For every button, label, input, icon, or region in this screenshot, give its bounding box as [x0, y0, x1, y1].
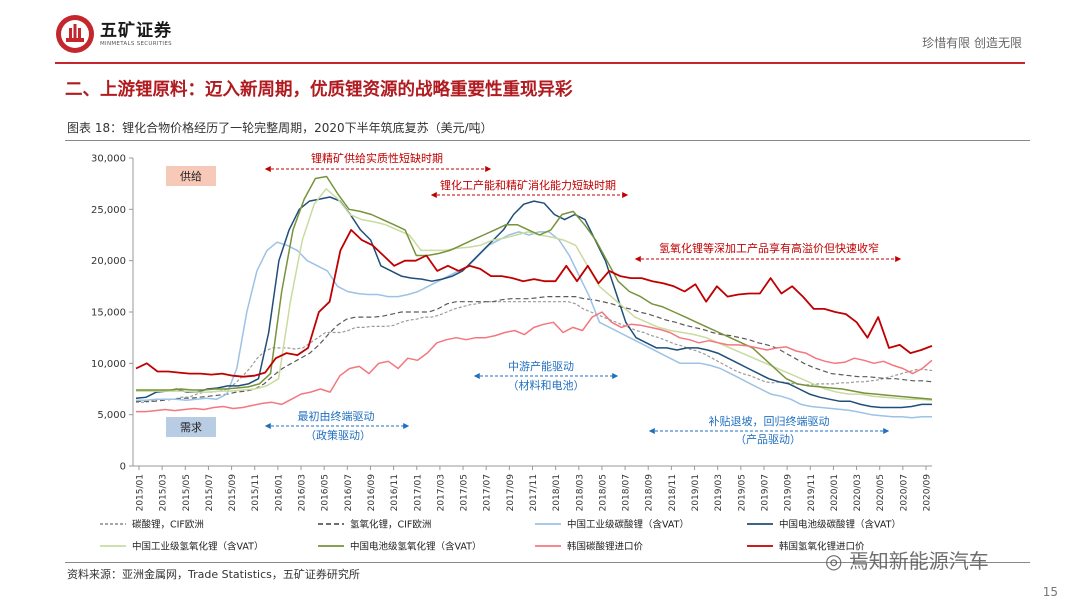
series-line-6 — [136, 175, 933, 401]
demand-annotation-1-line2: （政策驱动） — [305, 428, 371, 442]
legend-label-6: 中国电池级氢氧化锂（含VAT） — [350, 541, 481, 553]
y-tick-label: 15,000 — [91, 308, 126, 319]
x-tick-label: 2015/01 — [136, 474, 146, 511]
legend-label-4: 中国电池级碳酸锂（含VAT） — [779, 519, 901, 531]
logo-name: 五矿证券 — [100, 21, 172, 41]
y-tick-label: 25,000 — [91, 205, 126, 216]
series-line-5 — [136, 188, 933, 402]
supply-annotation-3: 氢氧化锂等深加工产品享有高溢价但快速收窄 — [659, 241, 879, 255]
figure-title: 图表 18：锂化合物价格经历了一轮完整周期，2020下半年筑底复苏（美元/吨） — [67, 121, 493, 135]
x-tick-label: 2019/03 — [714, 474, 724, 511]
x-tick-label: 2019/01 — [691, 474, 701, 511]
x-tick-label: 2015/03 — [159, 474, 169, 511]
x-tick-label: 2017/01 — [413, 474, 423, 511]
page-header: 五矿证券 MINMETALS SECURITIES 珍惜有限 创造无限 — [0, 0, 1080, 64]
x-tick-label: 2015/09 — [228, 474, 238, 512]
x-tick-label: 2017/05 — [460, 474, 470, 511]
supply-annotation-1: 锂精矿供给实质性短缺时期 — [311, 151, 443, 165]
y-tick-label: 0 — [120, 462, 126, 473]
x-tick-label: 2019/05 — [737, 474, 747, 511]
x-tick-label: 2016/03 — [298, 474, 308, 511]
y-tick-label: 30,000 — [91, 154, 126, 165]
watermark-text: 焉知新能源汽车 — [848, 549, 989, 573]
x-tick-label: 2018/07 — [622, 474, 632, 511]
y-tick-label: 20,000 — [91, 256, 126, 267]
watermark: ◎ 焉知新能源汽车 — [825, 545, 989, 574]
x-tick-label: 2018/03 — [575, 474, 585, 511]
x-tick-label: 2016/07 — [344, 474, 354, 511]
x-tick-label: 2020/03 — [853, 474, 863, 511]
figure-title-divider — [65, 140, 1030, 141]
brand-logo: 五矿证券 MINMETALS SECURITIES — [55, 14, 185, 56]
header-divider — [55, 62, 1025, 64]
x-tick-label: 2019/11 — [807, 474, 817, 511]
x-tick-label: 2017/09 — [506, 474, 516, 512]
legend-label-1: 碳酸锂，CIF欧洲 — [132, 519, 204, 531]
demand-annotation-2-line2: （材料和电池） — [508, 378, 585, 392]
legend-label-7: 韩国碳酸锂进口价 — [567, 541, 644, 553]
series-line-8 — [135, 228, 933, 378]
header-slogan: 珍惜有限 创造无限 — [922, 36, 1022, 50]
x-tick-label: 2018/11 — [668, 474, 678, 511]
wechat-icon: ◎ — [825, 549, 843, 573]
x-tick-label: 2016/09 — [367, 474, 377, 512]
x-tick-label: 2020/05 — [876, 474, 886, 511]
supply-annotation-2: 锂化工产能和精矿消化能力短缺时期 — [440, 178, 616, 192]
x-tick-label: 2015/11 — [251, 474, 261, 511]
series-line-7 — [136, 311, 933, 413]
y-tick-label: 5,000 — [97, 410, 126, 421]
series-line-4 — [135, 196, 932, 409]
x-tick-label: 2017/11 — [529, 474, 539, 511]
x-tick-label: 2018/05 — [598, 474, 608, 511]
legend-label-5: 中国工业级氢氧化锂（含VAT） — [132, 541, 263, 553]
x-tick-label: 2020/09 — [923, 474, 933, 512]
x-tick-label: 2018/01 — [552, 474, 562, 511]
demand-box — [166, 417, 216, 437]
demand-annotation-3-line2: （产品驱动） — [735, 432, 801, 446]
demand-annotation-1-line1: 最初由终端驱动 — [298, 409, 375, 423]
x-tick-label: 2019/09 — [784, 474, 794, 512]
page-number: 15 — [1042, 585, 1058, 599]
x-tick-label: 2020/01 — [830, 474, 840, 511]
legend-label-3: 中国工业级碳酸锂（含VAT） — [567, 519, 689, 531]
x-tick-label: 2018/09 — [645, 474, 655, 512]
x-tick-label: 2017/07 — [483, 474, 493, 511]
source-note: 资料来源：亚洲金属网，Trade Statistics，五矿证券研究所 — [67, 568, 360, 581]
x-tick-label: 2015/05 — [182, 474, 192, 511]
x-tick-label: 2016/11 — [390, 474, 400, 511]
demand-annotation-2-line1: 中游产能驱动 — [508, 359, 574, 373]
series-line-1 — [136, 301, 933, 403]
y-tick-label: 10,000 — [91, 359, 126, 370]
x-tick-label: 2016/05 — [321, 474, 331, 511]
x-tick-label: 2019/07 — [760, 474, 770, 511]
section-title: 二、上游锂原料：迈入新周期，优质锂资源的战略重要性重现异彩 — [65, 80, 573, 100]
minmetals-emblem-icon — [56, 15, 94, 53]
x-tick-label: 2017/03 — [436, 474, 446, 511]
legend-label-2: 氢氧化锂，CIF欧洲 — [350, 519, 431, 531]
x-tick-label: 2015/07 — [205, 474, 215, 511]
demand-box-label: 需求 — [180, 421, 202, 434]
series-line-2 — [136, 296, 933, 402]
supply-box-label: 供给 — [180, 169, 202, 183]
legend-label-8: 韩国氢氧化锂进口价 — [779, 541, 865, 553]
supply-box — [166, 166, 216, 186]
source-divider — [65, 562, 1030, 563]
x-tick-label: 2016/01 — [274, 474, 284, 511]
demand-annotation-3-line1: 补贴退坡，回归终端驱动 — [709, 414, 830, 428]
logo-subtitle: MINMETALS SECURITIES — [100, 41, 172, 47]
x-tick-label: 2020/07 — [899, 474, 909, 511]
